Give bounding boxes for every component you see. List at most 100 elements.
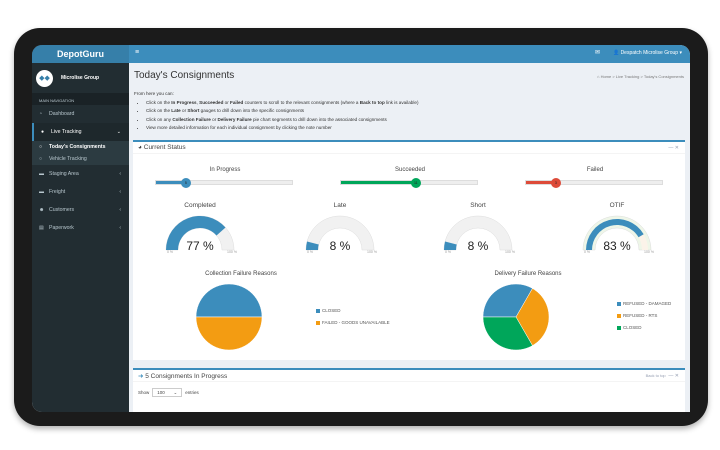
counter-label[interactable]: Failed	[586, 167, 604, 173]
legend-item[interactable]: CLOSED	[617, 325, 642, 330]
sidebar-item-customers[interactable]: ☻ Customers ‹	[32, 201, 129, 219]
crumb-live-tracking[interactable]: Live Tracking	[615, 74, 640, 79]
gauge-label: OTIF	[610, 202, 625, 209]
org-avatar: ◆◆	[36, 69, 53, 87]
pie-title: Delivery Failure Reasons	[494, 271, 561, 277]
sidebar-item-freight[interactable]: ▬ Freight ‹	[32, 183, 129, 201]
current-status-box: ◕ Current Status — ✕ In Progress 5 Succeed…	[133, 140, 685, 360]
label: Freight	[49, 189, 66, 195]
legend-swatch	[316, 320, 320, 325]
instruction-text: Click on any	[146, 116, 173, 122]
map-marker-icon: ●	[41, 129, 45, 135]
pie-slice[interactable]	[482, 283, 533, 318]
pie-slice[interactable]	[195, 283, 263, 318]
sidebar-item-staging-area[interactable]: ▬ Staging Area ‹	[32, 165, 129, 183]
box-tools[interactable]: — ✕	[668, 145, 679, 151]
gauge-max: 100 %	[505, 250, 515, 254]
sidebar-item-dashboard[interactable]: ◔ Dashboard	[32, 105, 129, 123]
instruction-item: Click on the Late or Short gauges to dri…	[146, 107, 418, 116]
counter-value[interactable]: 5	[180, 178, 191, 188]
counter-label[interactable]: Succeeded	[394, 167, 426, 173]
box-header: ➜ 5 Consignments In Progress Back to top …	[133, 370, 685, 382]
pie-slice[interactable]	[195, 316, 263, 351]
menu-toggle-icon[interactable]: ≡	[135, 49, 140, 56]
instructions: From here you can: Click on the In Progr…	[134, 90, 418, 133]
gauge-fill[interactable]	[444, 241, 457, 250]
back-to-top-link[interactable]: Back to top	[645, 373, 666, 378]
instruction-text: Short	[187, 108, 200, 113]
account-menu[interactable]: 👤 Despatch Microlise Group ▾	[612, 50, 682, 56]
live-tracking-submenu: ○ Today's Consignments ○ Vehicle Tracking	[32, 141, 129, 165]
page-size-select[interactable]: 100 ⌄	[152, 388, 183, 397]
legend-item[interactable]: CLOSED	[316, 308, 341, 313]
counter-in-progress[interactable]: 5	[155, 178, 293, 188]
instruction-text: Click on the	[146, 99, 172, 105]
gauge-min: 0 %	[445, 250, 451, 254]
sidebar-item-paperwork[interactable]: ▤ Paperwork ‹	[32, 219, 129, 237]
pie-title: Collection Failure Reasons	[205, 271, 277, 277]
legend-label: FAILED - GOODS UNAVAILABLE	[322, 320, 390, 325]
gauge-fill[interactable]	[166, 216, 226, 250]
instruction-text: counters to scroll to the relevant consi…	[243, 99, 360, 105]
instruction-text: gauges to drill down into the specific c…	[199, 108, 305, 113]
truck-icon: ▬	[39, 171, 44, 177]
circle-icon: ○	[39, 156, 43, 162]
gauge-fill[interactable]	[306, 241, 319, 250]
sidebar: DepotGuru ◆◆ Microlise Group MAIN NAVIGAT…	[32, 45, 129, 412]
gauge-value: 8 %	[330, 239, 351, 253]
brand-logo[interactable]: DepotGuru	[32, 45, 129, 63]
label: Customers	[49, 207, 75, 213]
instruction-text: In Progress	[171, 99, 197, 105]
intro-text: From here you can:	[134, 91, 174, 96]
gauge-min: 0 %	[307, 250, 313, 254]
counter-succeeded[interactable]: 11	[340, 178, 478, 188]
instruction-text: View more detailed information for each …	[146, 125, 332, 130]
label: Live Tracking	[51, 129, 82, 135]
instruction-text: ,	[196, 99, 200, 105]
gauge-fill[interactable]	[586, 219, 644, 250]
counter-label[interactable]: In Progress	[209, 167, 241, 173]
counter-value[interactable]: 11	[410, 178, 421, 188]
pie-chart-icon: ◕	[138, 144, 142, 151]
instruction-item: Click on any Collection Failure or Deliv…	[146, 116, 418, 125]
gauge-label: Late	[334, 202, 347, 209]
screen: DepotGuru ◆◆ Microlise Group MAIN NAVIGAT…	[32, 45, 690, 412]
gauge-value: 77 %	[186, 239, 214, 253]
envelope-icon[interactable]: ✉	[594, 50, 600, 56]
pie-slice[interactable]	[482, 316, 533, 351]
content: Today's Consignments ⌂ Home > Live Track…	[129, 63, 690, 412]
legend-item[interactable]: REFUSED - DAMAGED	[617, 301, 671, 306]
legend-swatch	[617, 313, 621, 318]
legend-item[interactable]: FAILED - GOODS UNAVAILABLE	[316, 320, 390, 325]
box-tools: Back to top — ✕	[645, 373, 679, 379]
top-navbar: ≡ ✉ 👤 Despatch Microlise Group ▾	[129, 45, 690, 63]
pie-slice[interactable]	[515, 288, 550, 346]
gauge-track[interactable]	[305, 215, 375, 251]
instruction-text: or	[180, 108, 188, 113]
instruction-text: link is available)	[384, 99, 419, 105]
counter-fill	[526, 181, 556, 184]
instruction-text: Delivery Failure	[217, 116, 252, 122]
sidebar-item-live-tracking[interactable]: ● Live Tracking ⌄	[32, 123, 129, 141]
crumb-home[interactable]: Home	[600, 74, 612, 79]
sidebar-item-todays-consignments[interactable]: ○ Today's Consignments	[32, 141, 129, 153]
instruction-text: Succeeded	[199, 99, 224, 105]
org-name: Microlise Group	[61, 75, 100, 81]
circle-icon: ○	[39, 144, 43, 150]
legend-item[interactable]: REFUSED - RTS	[617, 313, 657, 318]
legend-swatch	[316, 308, 320, 313]
sidebar-item-vehicle-tracking[interactable]: ○ Vehicle Tracking	[32, 153, 129, 165]
gauge-label: Completed	[184, 202, 216, 209]
counter-failed[interactable]: 3	[525, 178, 663, 188]
instruction-text: Late	[171, 108, 181, 113]
instruction-text: or	[210, 116, 218, 122]
counter-value[interactable]: 3	[550, 178, 561, 188]
counter-fill	[341, 181, 416, 184]
label: Paperwork	[49, 225, 74, 231]
gauge-label: Short	[470, 202, 486, 209]
entries-label: entries	[185, 390, 199, 395]
users-icon: ☻	[39, 207, 45, 213]
box-title: 5 Consignments In Progress	[145, 373, 228, 380]
home-icon: ⌂	[597, 74, 600, 79]
gauge-track[interactable]	[443, 215, 513, 251]
